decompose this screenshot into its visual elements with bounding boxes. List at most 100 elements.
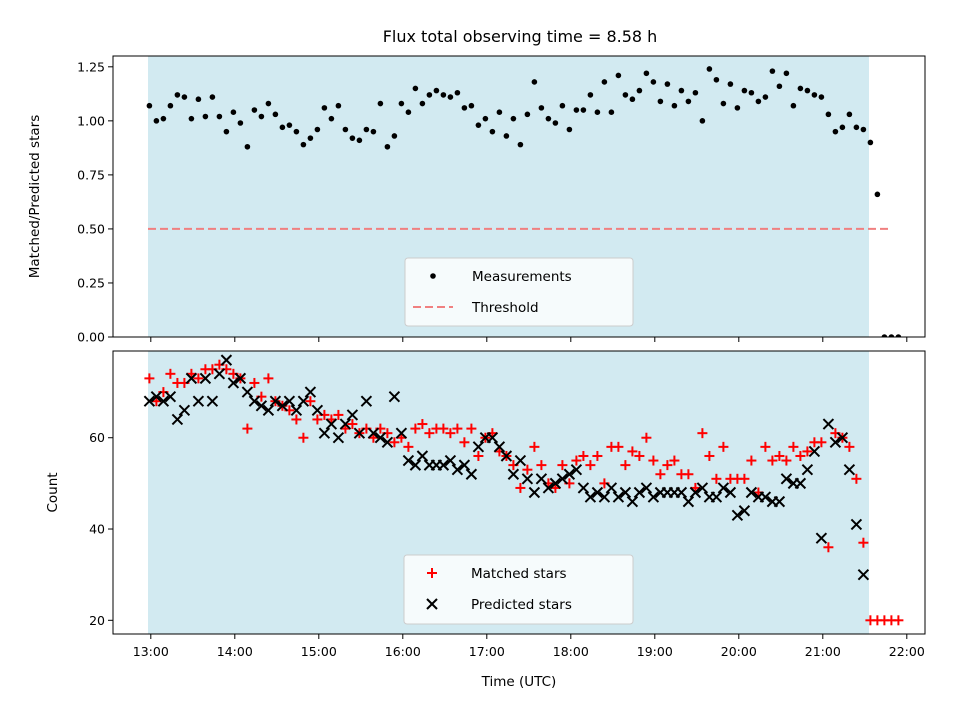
bottom-series-1-point [767,455,778,466]
bottom-series-1-point [291,414,302,425]
top-series-1-point [440,92,447,98]
top-series-1-point [258,113,265,120]
bottom-series-1-point [746,455,757,466]
bottom-series-2-point [325,418,338,430]
bottom-series-1-point [571,455,582,466]
top-series-1-point [818,94,825,100]
bottom-series-1-point [711,473,722,484]
top-series-1-point [657,98,664,105]
top-series-1-point [727,81,734,87]
bottom-series-1-point [648,455,659,466]
top-series-1-point [398,100,405,107]
bottom-series-1-point [165,368,176,379]
x-axis-label: Time (UTC) [481,674,557,690]
top-series-1-point [370,128,377,135]
bottom-series-2-point [486,432,499,444]
top-series-1-point [377,100,384,107]
bottom-series-2-point [381,436,394,448]
bottom-series-1-point [704,450,715,461]
bottom-series-1-point [613,441,624,452]
bottom-series-2-point [717,482,730,494]
top-series-1-point [265,100,272,107]
bottom-series-2-point [234,372,247,385]
bottom-series-2-point [626,495,639,508]
bottom-series-2-point [143,395,156,407]
bottom-series-2-point [822,418,835,430]
top-series-1-point [335,102,342,109]
bottom-series-2-point [185,372,198,385]
top-series-1-point [272,111,279,118]
top-series-1-point [524,111,531,118]
bottom-series-1-point [298,432,309,443]
legend-swatch [427,568,437,578]
top-series-1-point [202,113,209,120]
bottom-series-2-point [444,454,457,467]
legend-box [403,554,634,625]
top-series-1-point [734,105,741,111]
y-tick-label: 0.25 [77,275,105,290]
bottom-series-1-point [760,441,771,452]
bottom-series-2-point [731,509,744,522]
bottom-series-2-point [297,395,310,407]
bottom-series-2-point [584,491,597,503]
bottom-series-1-point [893,615,904,626]
top-series-1-point [692,89,699,96]
bottom-series-1-point [858,537,869,548]
bottom-series-2-point [150,390,163,403]
bottom-series-2-point [682,495,695,508]
legend-label: Matched stars [471,566,567,582]
bottom-series-1-point [620,460,631,471]
bottom-series-2-point [304,386,317,398]
bottom-series-2-point [500,450,513,462]
top-series-1-point [762,94,769,100]
bottom-series-2-point [206,395,219,407]
bottom-series-2-point [346,409,359,421]
top-series-1-point [825,111,832,118]
bottom-series-2-point [171,413,184,426]
top-series-1-point [496,109,503,115]
bottom-series-2-point [745,486,758,499]
bottom-series-1-point [242,423,253,434]
bottom-legend: Matched stars Predicted stars [403,554,634,625]
top-series-1-point [181,94,188,100]
top-series-1-point [671,102,678,109]
bottom-series-2-point [262,404,275,417]
bottom-series-1-point [578,450,589,461]
bottom-series-1-point [718,441,729,452]
top-series-1-point [713,76,720,83]
bottom-series-1-point [683,469,694,480]
top-series-1-point [314,126,321,133]
top-series-1-point [300,141,307,148]
bottom-series-1-point [438,423,449,434]
top-series-1-point [685,98,692,105]
bottom-series-2-point [857,568,870,581]
bottom-series-2-point [290,404,303,417]
bottom-series-2-point [542,482,555,494]
top-series-1-point [790,102,797,109]
x-tick-label: 15:00 [301,644,337,659]
bottom-series-1-point [249,377,260,388]
top-series-1-point [797,85,804,92]
bottom-series-2-point [815,532,828,544]
top-series-1-point [363,126,370,133]
bottom-series-1-point [739,473,750,484]
top-series-1-point [636,87,643,94]
bottom-series-2-point [332,432,345,444]
top-marks [146,66,902,337]
bottom-series-1-point [193,373,204,384]
top-series-1-point [776,83,783,90]
top-series-1-point [293,128,300,135]
bottom-series-2-point [241,386,254,398]
y-tick-label: 1.00 [77,113,105,128]
top-series-1-point [419,100,426,107]
top-series-1-point [853,124,860,131]
bottom-series-1-point [410,423,421,434]
bottom-series-1-point [333,409,344,420]
bottom-series-1-point [634,450,645,461]
top-series-1-point [384,143,391,150]
bottom-series-2-point [843,463,856,476]
bottom-series-1-point [417,419,428,430]
bottom-series-1-point [781,455,792,466]
top-series-1-point [216,113,223,120]
